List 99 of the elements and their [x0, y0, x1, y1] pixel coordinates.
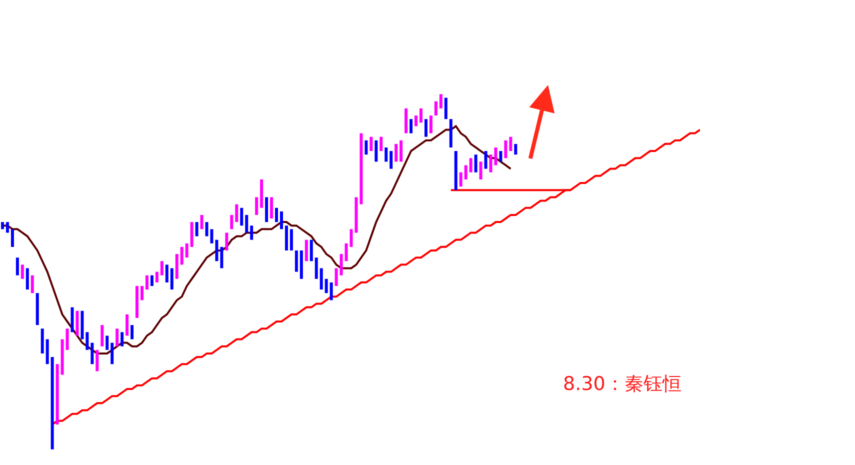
candlestick: [260, 178, 264, 210]
candlestick: [499, 150, 502, 164]
candlestick: [410, 118, 413, 135]
candlestick: [454, 150, 458, 192]
candlestick: [444, 96, 448, 121]
candlestick: [424, 118, 428, 138]
candlestick: [96, 348, 99, 373]
candlestick: [225, 231, 228, 252]
candlestick: [344, 242, 348, 263]
candlestick: [190, 220, 194, 248]
candlestick: [474, 153, 478, 174]
candlestick: [284, 224, 288, 252]
candlestick: [275, 206, 278, 224]
candlestick: [110, 341, 114, 366]
candlestick: [255, 196, 258, 216]
candlestick: [215, 238, 218, 263]
candlestick: [290, 228, 293, 252]
candlestick: [126, 312, 129, 338]
candlestick: [394, 142, 398, 164]
candlestick: [250, 224, 254, 242]
candlestick: [120, 330, 124, 348]
candlestick: [80, 309, 84, 341]
candlestick: [26, 266, 29, 292]
candlestick: [116, 327, 119, 348]
candlestick: [0, 220, 4, 231]
candlestick: [434, 100, 438, 118]
candlestick: [66, 327, 69, 352]
candlestick: [334, 266, 338, 288]
candlestick: [439, 92, 442, 110]
candlestick: [56, 362, 59, 426]
candlestick: [504, 138, 508, 160]
candlestick: [180, 245, 184, 266]
candlestick: [404, 106, 408, 135]
candlestick: [314, 256, 318, 280]
candlestick: [324, 277, 328, 295]
candlestick: [429, 114, 432, 135]
candlestick: [320, 266, 323, 292]
candlestick: [106, 334, 109, 352]
candlestick: [40, 327, 44, 355]
candlestick: [364, 138, 368, 156]
candlestick: [76, 309, 79, 338]
candlestick: [245, 213, 248, 234]
candlestick: [400, 138, 403, 164]
candlestick: [235, 202, 238, 224]
candlestick: [240, 206, 244, 228]
candlestick: [420, 106, 422, 124]
candlestick: [280, 210, 283, 231]
candlestick: [300, 248, 303, 280]
candlestick: [90, 341, 94, 366]
candlestick: [220, 245, 224, 270]
candlestick: [185, 242, 188, 260]
candlestick: [195, 220, 198, 238]
candlestick: [294, 248, 298, 274]
candlestick: [479, 160, 482, 181]
candlestick: [200, 213, 204, 231]
annotation: 8.30：秦钰恒: [563, 373, 682, 395]
candlestick: [130, 324, 134, 341]
candlestick: [100, 324, 104, 348]
candlestick: [160, 260, 164, 277]
candlestick: [150, 274, 154, 288]
candlestick: [36, 292, 39, 327]
candlestick: [16, 256, 19, 277]
candlestick: [414, 114, 418, 128]
candlestick: [270, 196, 274, 220]
candlestick: [6, 220, 9, 234]
candlestick: [170, 266, 174, 292]
candlestick: [384, 146, 388, 164]
candlestick: [145, 274, 148, 292]
candlestick: [50, 356, 54, 451]
candlestick: [155, 270, 158, 284]
candlestick: [390, 150, 393, 170]
candlestick: [136, 284, 139, 320]
candlestick: [20, 263, 24, 280]
candlestick: [265, 196, 268, 224]
candlestick: [509, 135, 512, 153]
candlestick: [304, 238, 308, 263]
candlestick: [459, 170, 462, 188]
candlestick: [360, 132, 363, 206]
candlestick: [340, 252, 343, 277]
candlestick: [70, 306, 74, 334]
candlestick: [469, 156, 472, 174]
candlestick: [464, 164, 468, 181]
candlestick: [140, 284, 144, 302]
candlestick: [449, 118, 452, 149]
candlestick: [165, 263, 168, 284]
candlestick: [514, 142, 518, 156]
candlestick: [484, 150, 488, 170]
candlestick: [374, 138, 378, 164]
candlestick: [46, 338, 49, 366]
candlestick: [30, 274, 34, 295]
candlestick: [380, 135, 383, 153]
candlestick: [60, 338, 64, 376]
candlestick: [330, 280, 333, 302]
candlestick: [370, 135, 373, 153]
candlestick: [230, 213, 234, 231]
candlestick: [10, 228, 14, 248]
candlestick: [310, 238, 313, 263]
candlestick: [175, 252, 178, 280]
candlestick: [86, 330, 89, 352]
